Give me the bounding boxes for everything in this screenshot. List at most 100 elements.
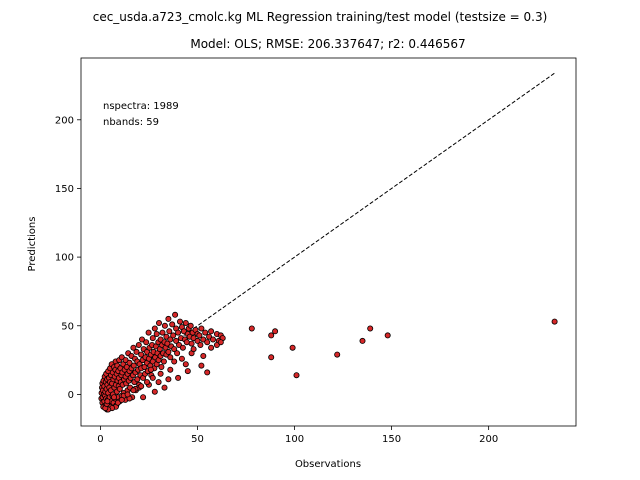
data-point xyxy=(135,341,142,348)
data-point xyxy=(367,325,374,332)
x-tick-label: 50 xyxy=(191,434,204,445)
data-point xyxy=(155,319,162,326)
data-point xyxy=(145,329,152,336)
data-point xyxy=(198,362,205,369)
data-point xyxy=(116,385,123,392)
data-point xyxy=(293,372,300,379)
data-point xyxy=(167,336,174,343)
data-point xyxy=(161,384,168,391)
data-point xyxy=(202,329,209,336)
annotation-nspectra: nspectra: 1989 xyxy=(103,101,179,112)
data-point xyxy=(268,332,275,339)
y-axis-label: Predictions xyxy=(27,217,38,272)
data-point xyxy=(171,358,178,365)
data-point xyxy=(165,315,172,322)
data-point xyxy=(209,336,216,343)
data-point xyxy=(208,344,215,351)
data-point xyxy=(170,332,177,339)
data-point xyxy=(173,337,180,344)
data-point xyxy=(176,318,183,325)
y-tick-label: 150 xyxy=(55,184,74,195)
data-point xyxy=(190,335,197,342)
data-point xyxy=(194,337,201,344)
data-point xyxy=(359,337,366,344)
data-point xyxy=(248,325,255,332)
data-point xyxy=(151,325,158,332)
data-point xyxy=(133,348,140,355)
data-point xyxy=(104,398,111,405)
data-point xyxy=(153,330,160,337)
plot-area xyxy=(80,57,577,427)
data-point xyxy=(151,388,158,395)
data-point xyxy=(187,322,194,329)
data-point xyxy=(200,352,207,359)
data-point xyxy=(111,394,118,401)
data-point xyxy=(167,354,174,361)
data-point xyxy=(158,363,165,370)
data-point xyxy=(149,335,156,342)
data-point xyxy=(157,370,164,377)
data-point xyxy=(196,332,203,339)
data-point xyxy=(184,368,191,375)
points-layer xyxy=(98,311,558,413)
chart-title: Model: OLS; RMSE: 206.337647; r2: 0.4465… xyxy=(190,37,465,51)
data-point xyxy=(134,376,141,383)
data-point xyxy=(147,366,154,373)
data-point xyxy=(190,346,197,353)
data-point xyxy=(169,321,176,328)
data-point xyxy=(206,333,213,340)
y-tick-label: 0 xyxy=(68,390,74,401)
data-point xyxy=(188,340,195,347)
data-point xyxy=(204,339,211,346)
data-point xyxy=(268,354,275,361)
data-point xyxy=(138,351,145,358)
data-point xyxy=(138,383,145,390)
data-point xyxy=(130,344,137,351)
y-tick-label: 200 xyxy=(55,115,74,126)
data-point xyxy=(165,348,172,355)
data-point xyxy=(217,339,224,346)
data-point xyxy=(118,396,125,403)
data-point xyxy=(198,325,205,332)
data-point xyxy=(155,379,162,386)
data-point xyxy=(160,358,167,365)
data-point xyxy=(197,341,204,348)
data-point xyxy=(183,339,190,346)
x-tick-label: 100 xyxy=(285,434,304,445)
data-point xyxy=(114,399,121,406)
data-point xyxy=(289,344,296,351)
y-tick-label: 100 xyxy=(55,253,74,264)
chart-suptitle: cec_usda.a723_cmolc.kg ML Regression tra… xyxy=(93,10,548,24)
data-point xyxy=(175,329,182,336)
x-axis-ticks: 0 50 100 150 200 xyxy=(97,426,498,445)
data-point xyxy=(130,387,137,394)
data-point xyxy=(166,328,173,335)
data-point xyxy=(164,340,171,347)
data-point xyxy=(175,374,182,381)
data-point xyxy=(182,361,189,368)
data-point xyxy=(213,341,220,348)
y-axis-ticks: 0 50 100 150 200 xyxy=(55,115,81,401)
data-point xyxy=(334,351,341,358)
data-point xyxy=(165,376,172,383)
data-point xyxy=(171,346,178,353)
data-point xyxy=(140,394,147,401)
data-point xyxy=(167,366,174,373)
x-tick-label: 200 xyxy=(479,434,498,445)
x-axis-label: Observations xyxy=(295,459,361,470)
data-point xyxy=(384,332,391,339)
annotation-nbands: nbands: 59 xyxy=(103,117,159,128)
data-point xyxy=(172,311,179,318)
x-tick-label: 0 xyxy=(97,434,103,445)
data-point xyxy=(551,318,558,325)
data-point xyxy=(159,329,166,336)
data-point xyxy=(126,359,133,366)
data-point xyxy=(161,322,168,329)
data-point xyxy=(149,374,156,381)
data-point xyxy=(208,328,215,335)
data-point xyxy=(124,391,131,398)
data-point xyxy=(178,355,185,362)
data-point xyxy=(174,350,181,357)
